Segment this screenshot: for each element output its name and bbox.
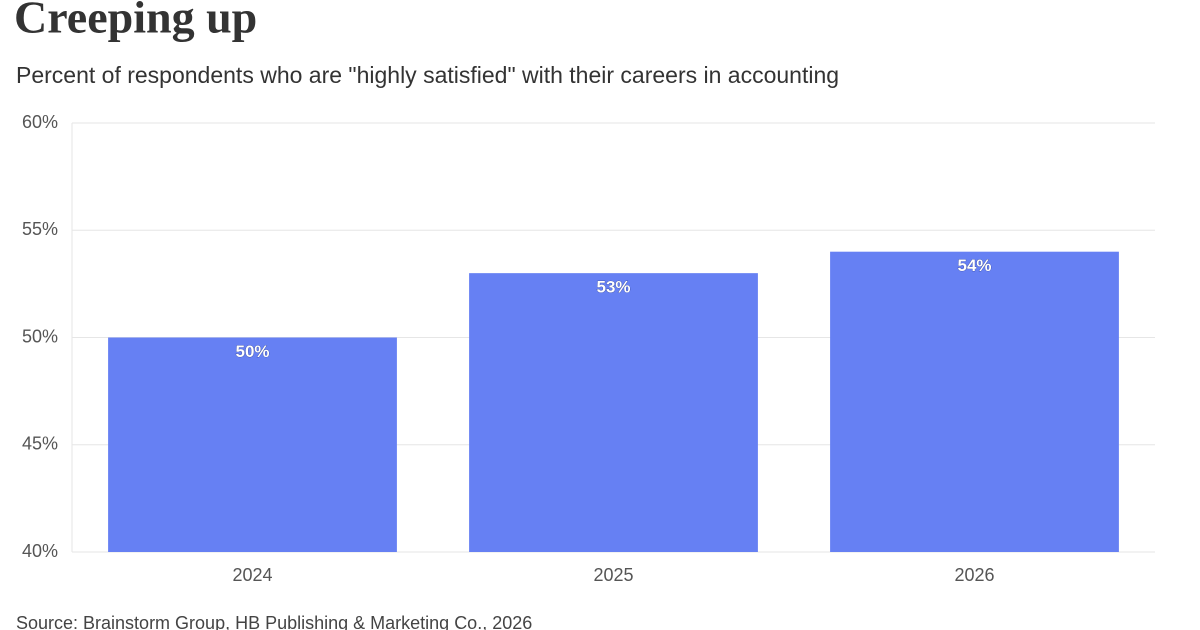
bar [108,337,397,552]
y-tick-label: 45% [22,434,58,454]
bar [830,251,1119,552]
value-label: 53% [596,278,630,297]
x-tick-label: 2025 [593,565,633,585]
value-label: 50% [235,342,269,361]
chart-subtitle: Percent of respondents who are "highly s… [16,62,839,88]
y-tick-label: 55% [22,219,58,239]
source: Source: Brainstorm Group, HB Publishing … [16,613,532,630]
y-tick-label: 40% [22,541,58,561]
y-tick-label: 60% [22,112,58,132]
value-label: 54% [957,256,991,275]
bar [469,273,758,552]
y-tick-label: 50% [22,326,58,346]
x-tick-label: 2026 [954,565,994,585]
x-tick-label: 2024 [232,565,272,585]
chart-title: Creeping up [14,0,257,43]
